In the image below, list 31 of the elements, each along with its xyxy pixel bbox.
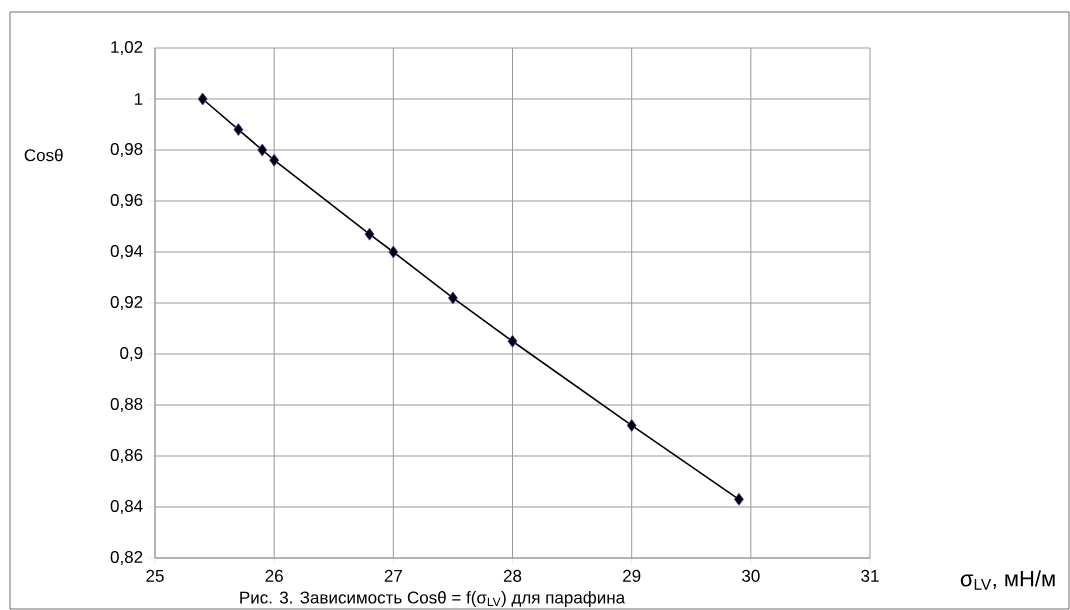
x-tick-label: 31 [861, 569, 879, 582]
point [448, 291, 458, 305]
point [197, 92, 208, 106]
x-tick-label: 30 [742, 569, 760, 582]
point [269, 153, 280, 167]
y-tick-label: 0,86 [110, 448, 143, 464]
y-tick-label: 0,94 [110, 244, 143, 260]
point [626, 419, 637, 432]
point [233, 123, 244, 136]
y-axis-title: Cosθ [24, 148, 63, 162]
text: Рис. 3. Зависимость Cosθ = f(σ$_{LV}$) для парафина [240, 591, 626, 607]
point [257, 143, 268, 157]
y-tick-label: 1,02 [111, 40, 143, 56]
point [388, 245, 399, 259]
y-tick-label: 0,82 [110, 550, 143, 566]
x-tick-label: 29 [623, 569, 641, 582]
y-tick-label: 0,84 [110, 499, 143, 515]
y-tick-label: 0,98 [110, 142, 143, 158]
x-tick-label: 25 [146, 569, 164, 582]
x-tick-label: 27 [384, 569, 402, 582]
point [507, 334, 518, 348]
y-tick-label: 0,88 [110, 397, 143, 413]
point [734, 492, 744, 506]
x-axis-title: σ$_{LV}$, мН/м [960, 570, 1055, 590]
x-tick-label: 28 [503, 569, 522, 582]
point [364, 227, 375, 241]
y-tick-label: 0,96 [110, 193, 143, 209]
y-tick-label: 0,9 [120, 346, 143, 362]
x-tick-label: 26 [265, 569, 283, 582]
y-tick-label: 1 [134, 93, 143, 105]
y-tick-label: 0,92 [110, 295, 143, 311]
